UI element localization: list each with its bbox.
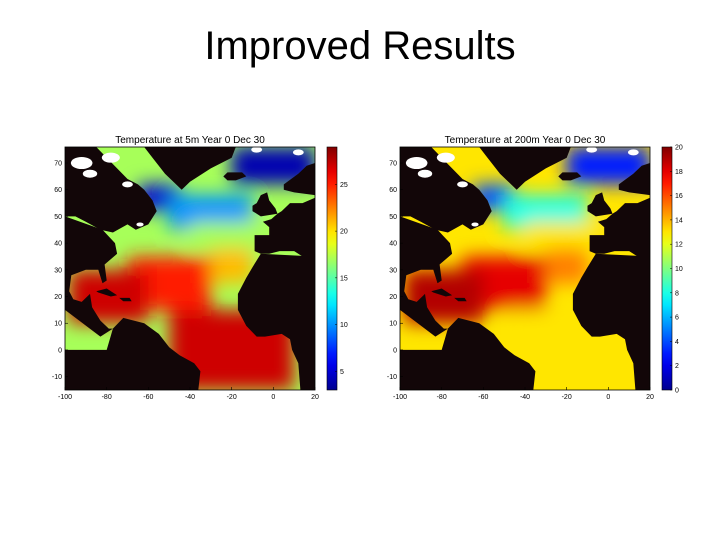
land-mask — [119, 297, 132, 302]
land-mask — [479, 147, 571, 190]
y-tick-label: 40 — [389, 241, 397, 248]
colorbar-tick-label: 5 — [340, 369, 344, 376]
land-mask — [572, 253, 650, 390]
y-tick-label: 70 — [389, 161, 397, 168]
plot-area — [400, 147, 650, 390]
colorbar-tick-label: 15 — [340, 275, 348, 282]
temperature-region — [545, 248, 588, 284]
x-tick-label: 20 — [646, 394, 654, 401]
y-tick-label: 0 — [393, 347, 397, 354]
x-tick-label: -80 — [437, 394, 447, 401]
temperature-200m-chart: Temperature at 200m Year 0 Dec 30-100 -80… — [387, 135, 683, 401]
land-mask — [431, 288, 453, 297]
colorbar — [326, 146, 338, 391]
ice-patch — [82, 169, 98, 178]
ice-patch — [417, 169, 433, 178]
y-tick-label: 50 — [54, 214, 62, 221]
y-tick-label: 30 — [54, 267, 62, 274]
ice-patch — [292, 149, 304, 156]
x-tick-label: -20 — [562, 394, 572, 401]
colorbar-tick-label: 0 — [675, 388, 679, 395]
ice-patch — [101, 152, 120, 163]
y-tick-label: 20 — [389, 294, 397, 301]
ice-patch — [457, 181, 468, 188]
y-tick-label: 20 — [54, 294, 62, 301]
x-tick-label: -100 — [58, 394, 72, 401]
ice-patch — [586, 147, 598, 153]
land-mask — [252, 192, 278, 217]
temperature-5m-panel: Temperature at 5m Year 0 Dec 30 -100 -80 -6… — [40, 130, 360, 415]
y-tick-label: 60 — [389, 187, 397, 194]
chart-title: Temperature at 5m Year 0 Dec 30 — [115, 135, 265, 146]
chart-title: Temperature at 200m Year 0 Dec 30 — [445, 135, 606, 146]
y-tick-label: 40 — [54, 241, 62, 248]
x-tick-label: -100 — [393, 394, 407, 401]
colorbar-tick-label: 20 — [340, 229, 348, 236]
land-mask — [587, 192, 613, 217]
land-mask — [223, 172, 247, 181]
slide-title: Improved Results — [204, 24, 516, 68]
y-tick-label: 10 — [389, 321, 397, 328]
land-mask — [96, 288, 118, 297]
y-tick-label: 10 — [54, 321, 62, 328]
land-mask — [589, 197, 650, 265]
land-mask — [237, 253, 315, 390]
y-tick-label: -10 — [52, 374, 62, 381]
land-mask — [454, 297, 467, 302]
temperature-5m-chart: Temperature at 5m Year 0 Dec 30-100 -80 -6… — [52, 135, 348, 401]
colorbar-tick-label: 12 — [675, 242, 683, 249]
land-mask — [558, 172, 582, 181]
y-tick-label: 60 — [54, 187, 62, 194]
colorbar-tick-label: 2 — [675, 363, 679, 370]
colorbar-tick-label: 8 — [675, 290, 679, 297]
y-tick-label: 50 — [389, 214, 397, 221]
y-tick-label: 0 — [58, 347, 62, 354]
colorbar-tick-label: 20 — [675, 145, 683, 152]
x-tick-label: 0 — [606, 394, 610, 401]
x-tick-label: -40 — [520, 394, 530, 401]
land-mask — [254, 197, 315, 265]
land-mask — [400, 216, 453, 337]
temperature-200m-panel: Temperature at 200m Year 0 Dec 30 -100 -80… — [375, 130, 695, 415]
colorbar-tick-label: 16 — [675, 193, 683, 200]
ice-patch — [436, 152, 455, 163]
ice-patch — [70, 157, 93, 170]
colorbar-tick-label: 4 — [675, 339, 679, 346]
land-mask — [618, 163, 650, 196]
x-tick-label: 0 — [271, 394, 275, 401]
x-tick-label: -80 — [102, 394, 112, 401]
land-mask — [283, 163, 315, 196]
x-tick-label: -20 — [227, 394, 237, 401]
y-tick-label: 70 — [54, 161, 62, 168]
colorbar-tick-label: 18 — [675, 169, 683, 176]
ice-patch — [251, 147, 263, 153]
land-mask — [400, 147, 492, 233]
x-tick-label: -60 — [478, 394, 488, 401]
colorbar-tick-label: 10 — [340, 322, 348, 329]
colorbar-tick-label: 14 — [675, 217, 683, 224]
y-tick-label: 30 — [389, 267, 397, 274]
ice-patch — [627, 149, 639, 156]
x-tick-label: -60 — [143, 394, 153, 401]
plot-area — [65, 147, 315, 390]
ice-patch — [122, 181, 133, 188]
colorbar-tick-label: 6 — [675, 315, 679, 322]
temperature-region — [210, 248, 253, 284]
colorbar-tick-label: 10 — [675, 266, 683, 273]
land-mask — [65, 216, 118, 337]
colorbar-tick-label: 25 — [340, 182, 348, 189]
y-tick-label: -10 — [387, 374, 397, 381]
ice-patch — [136, 222, 144, 227]
land-mask — [65, 317, 201, 390]
land-mask — [400, 317, 536, 390]
ice-patch — [471, 222, 479, 227]
land-mask — [144, 147, 236, 190]
ice-patch — [405, 157, 428, 170]
land-mask — [65, 147, 157, 233]
x-tick-label: -40 — [185, 394, 195, 401]
x-tick-label: 20 — [311, 394, 319, 401]
